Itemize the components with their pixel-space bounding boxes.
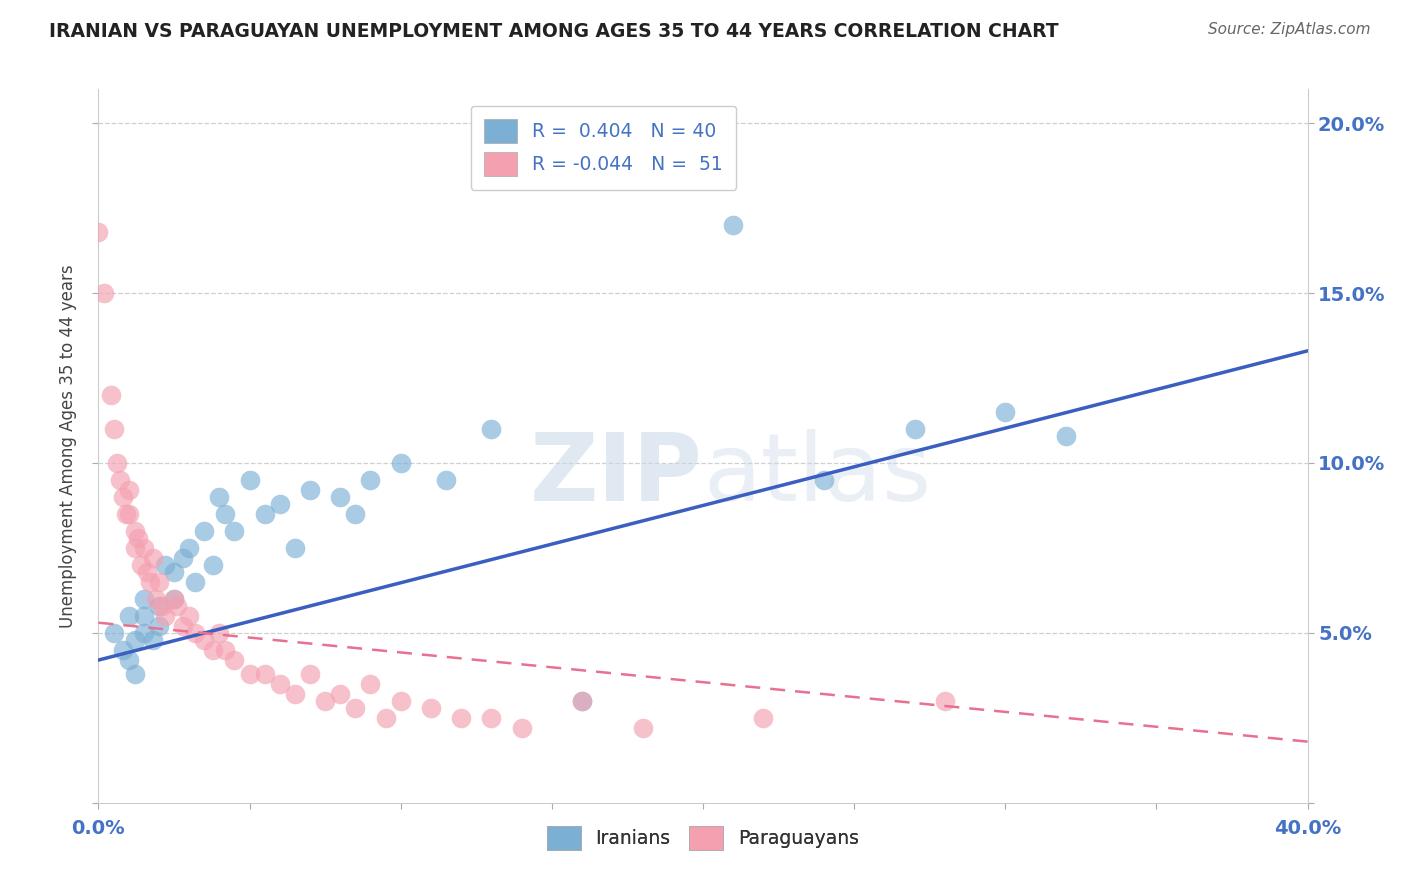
- Point: [103, 422, 125, 436]
- Point: [163, 565, 186, 579]
- Point: [202, 643, 225, 657]
- Point: [994, 405, 1017, 419]
- Point: [163, 591, 186, 606]
- Point: [571, 694, 593, 708]
- Point: [752, 711, 775, 725]
- Point: [142, 632, 165, 647]
- Point: [127, 531, 149, 545]
- Point: [329, 687, 352, 701]
- Point: [114, 507, 136, 521]
- Point: [269, 677, 291, 691]
- Point: [631, 721, 654, 735]
- Point: [111, 643, 134, 657]
- Point: [184, 574, 207, 589]
- Point: [253, 507, 276, 521]
- Point: [344, 700, 367, 714]
- Point: [172, 551, 194, 566]
- Point: [934, 694, 956, 708]
- Point: [284, 541, 307, 555]
- Point: [239, 666, 262, 681]
- Point: [253, 666, 276, 681]
- Point: [510, 721, 533, 735]
- Point: [481, 711, 503, 725]
- Point: [389, 694, 412, 708]
- Point: [374, 711, 396, 725]
- Point: [153, 558, 176, 572]
- Point: [132, 591, 155, 606]
- Point: [269, 497, 291, 511]
- Point: [184, 626, 207, 640]
- Point: [193, 524, 215, 538]
- Text: ZIP: ZIP: [530, 428, 703, 521]
- Point: [193, 632, 215, 647]
- Point: [166, 599, 188, 613]
- Point: [118, 507, 141, 521]
- Point: [214, 507, 236, 521]
- Point: [360, 473, 382, 487]
- Point: [214, 643, 236, 657]
- Point: [179, 608, 201, 623]
- Point: [299, 483, 322, 498]
- Point: [100, 388, 122, 402]
- Point: [132, 626, 155, 640]
- Point: [224, 653, 246, 667]
- Point: [124, 541, 146, 555]
- Point: [145, 591, 167, 606]
- Y-axis label: Unemployment Among Ages 35 to 44 years: Unemployment Among Ages 35 to 44 years: [59, 264, 77, 628]
- Point: [108, 473, 131, 487]
- Point: [163, 591, 186, 606]
- Point: [571, 694, 593, 708]
- Point: [208, 626, 231, 640]
- Point: [87, 225, 110, 239]
- Point: [124, 666, 146, 681]
- Point: [239, 473, 262, 487]
- Point: [434, 473, 457, 487]
- Point: [420, 700, 443, 714]
- Point: [148, 619, 170, 633]
- Point: [208, 490, 231, 504]
- Text: Source: ZipAtlas.com: Source: ZipAtlas.com: [1208, 22, 1371, 37]
- Point: [284, 687, 307, 701]
- Point: [450, 711, 472, 725]
- Point: [139, 574, 162, 589]
- Text: IRANIAN VS PARAGUAYAN UNEMPLOYMENT AMONG AGES 35 TO 44 YEARS CORRELATION CHART: IRANIAN VS PARAGUAYAN UNEMPLOYMENT AMONG…: [49, 22, 1059, 41]
- Point: [148, 599, 170, 613]
- Point: [124, 524, 146, 538]
- Point: [132, 541, 155, 555]
- Point: [153, 608, 176, 623]
- Point: [118, 608, 141, 623]
- Point: [314, 694, 336, 708]
- Point: [129, 558, 152, 572]
- Point: [111, 490, 134, 504]
- Point: [148, 574, 170, 589]
- Point: [389, 456, 412, 470]
- Point: [813, 473, 835, 487]
- Point: [142, 551, 165, 566]
- Point: [1054, 429, 1077, 443]
- Point: [103, 626, 125, 640]
- Point: [105, 456, 128, 470]
- Point: [118, 653, 141, 667]
- Point: [179, 541, 201, 555]
- Point: [118, 483, 141, 498]
- Point: [224, 524, 246, 538]
- Point: [93, 286, 115, 301]
- Point: [904, 422, 927, 436]
- Point: [202, 558, 225, 572]
- Point: [299, 666, 322, 681]
- Point: [172, 619, 194, 633]
- Point: [723, 218, 745, 232]
- Legend: Iranians, Paraguayans: Iranians, Paraguayans: [540, 819, 866, 857]
- Point: [344, 507, 367, 521]
- Point: [132, 608, 155, 623]
- Point: [481, 422, 503, 436]
- Text: atlas: atlas: [703, 428, 931, 521]
- Point: [329, 490, 352, 504]
- Point: [150, 599, 173, 613]
- Point: [360, 677, 382, 691]
- Point: [135, 565, 157, 579]
- Point: [124, 632, 146, 647]
